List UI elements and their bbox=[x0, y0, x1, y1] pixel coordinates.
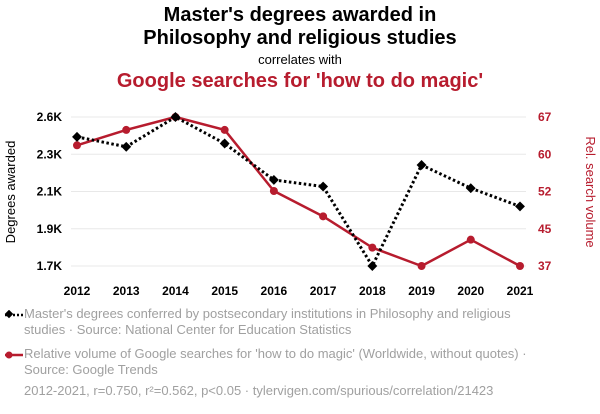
left-tick-label: 2.1K bbox=[37, 185, 63, 199]
chart-title-line2: Philosophy and religious studies bbox=[143, 27, 457, 49]
right-tick-label: 60 bbox=[538, 147, 552, 161]
data-point-degrees bbox=[515, 201, 525, 212]
data-point-searches bbox=[220, 125, 229, 134]
line-chart: 1.7K 1.9K 2.1K 2.3K 2.6K 37 45 52 60 67 2012 2013 20… bbox=[3, 110, 598, 298]
chart-connector-text: correlates with bbox=[258, 52, 342, 67]
right-tick-label: 67 bbox=[538, 110, 552, 124]
data-point-degrees bbox=[318, 181, 329, 192]
left-tick-label: 1.7K bbox=[37, 259, 63, 273]
left-tick-label: 2.3K bbox=[37, 147, 63, 161]
data-point-searches bbox=[368, 243, 377, 252]
x-tick-label: 2016 bbox=[261, 284, 288, 298]
legend-marker-degrees bbox=[4, 310, 23, 319]
chart-footer: 2012-2021, r=0.750, r²=0.562, p<0.05 · t… bbox=[24, 383, 494, 398]
data-point-degrees bbox=[367, 261, 378, 271]
data-point-degrees bbox=[416, 160, 427, 170]
data-point-searches bbox=[466, 235, 475, 244]
x-tick-label: 2021 bbox=[507, 284, 534, 298]
chart-title-line1: Master's degrees awarded in bbox=[163, 4, 437, 26]
x-tick-label: 2017 bbox=[310, 284, 337, 298]
legend-text-degrees: Master's degrees conferred by postsecond… bbox=[24, 306, 511, 337]
data-point-degrees bbox=[121, 141, 132, 152]
data-point-searches bbox=[73, 141, 81, 150]
data-point-searches bbox=[122, 125, 131, 134]
right-tick-label: 52 bbox=[538, 185, 552, 199]
x-tick-label: 2012 bbox=[64, 284, 91, 298]
y-axis-label-left: Degrees awarded bbox=[3, 141, 18, 244]
y-axis-label-right: Rel. search volume bbox=[583, 136, 598, 247]
right-tick-label: 45 bbox=[538, 222, 552, 236]
series-line-searches bbox=[76, 115, 521, 268]
data-point-degrees bbox=[465, 183, 476, 194]
data-point-searches bbox=[516, 262, 524, 270]
chart-title: Master's degrees awarded in Philosophy a… bbox=[0, 4, 600, 50]
x-tick-label: 2013 bbox=[113, 284, 140, 298]
data-point-degrees bbox=[170, 112, 181, 122]
left-tick-label: 2.6K bbox=[37, 110, 63, 124]
legend-marker-searches bbox=[5, 351, 23, 359]
x-tick-label: 2015 bbox=[211, 284, 238, 298]
legend-text-searches: Relative volume of Google searches for '… bbox=[24, 346, 527, 377]
x-tick-label: 2018 bbox=[359, 284, 386, 298]
data-point-degrees bbox=[268, 174, 279, 185]
x-tick-label: 2020 bbox=[457, 284, 484, 298]
data-point-degrees bbox=[219, 138, 230, 149]
data-point-degrees bbox=[72, 131, 82, 142]
data-point-searches bbox=[417, 262, 426, 270]
data-point-searches bbox=[269, 187, 278, 196]
left-tick-label: 1.9K bbox=[37, 222, 63, 236]
x-tick-label: 2019 bbox=[408, 284, 435, 298]
right-tick-label: 37 bbox=[538, 259, 552, 273]
data-point-searches bbox=[319, 212, 328, 221]
chart-title-secondary: Google searches for 'how to do magic' bbox=[116, 70, 484, 92]
x-tick-label: 2014 bbox=[162, 284, 189, 298]
